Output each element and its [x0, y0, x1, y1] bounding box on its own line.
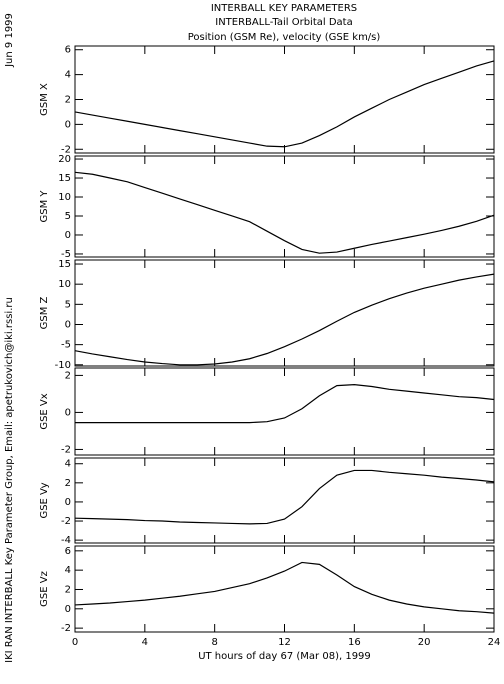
x-tick-label: 4 — [142, 637, 148, 648]
y-tick-label: 10 — [58, 279, 71, 290]
y-tick-label: 4 — [65, 565, 71, 576]
data-line — [75, 384, 495, 424]
y-axis-label: GSM Y — [39, 190, 50, 223]
y-tick-label: 0 — [65, 497, 71, 508]
x-tick-label: 24 — [488, 637, 501, 648]
y-axis-label: GSE Vx — [39, 393, 50, 429]
x-axis-label: UT hours of day 67 (Mar 08), 1999 — [198, 651, 371, 662]
x-tick-label: 16 — [348, 637, 361, 648]
y-tick-label: 5 — [65, 299, 71, 310]
y-tick-label: 0 — [65, 407, 71, 418]
y-tick-label: 10 — [58, 192, 71, 203]
y-tick-label: 5 — [65, 211, 71, 222]
date: Jun 9 1999 — [4, 13, 15, 68]
subtitle: INTERBALL-Tail Orbital Data — [215, 17, 352, 28]
y-tick-label: -5 — [61, 249, 71, 260]
y-tick-label: 2 — [65, 478, 71, 489]
y-tick-label: 2 — [65, 370, 71, 381]
credit: IKI RAN INTERBALL Key Parameter Group, E… — [4, 297, 15, 663]
y-tick-label: 15 — [58, 173, 71, 184]
x-tick-label: 0 — [72, 637, 78, 648]
subtitle: Position (GSM Re), velocity (GSE km/s) — [188, 32, 381, 43]
y-axis-label: GSE Vz — [39, 571, 50, 607]
y-tick-label: -2 — [61, 516, 71, 527]
y-tick-label: -10 — [55, 360, 71, 371]
y-tick-label: 0 — [65, 604, 71, 615]
data-line — [74, 273, 495, 366]
y-axis-label: GSE Vy — [39, 482, 50, 518]
y-tick-label: -4 — [61, 535, 71, 546]
y-tick-label: -5 — [61, 340, 71, 351]
x-tick-label: 8 — [211, 637, 217, 648]
x-tick-label: 20 — [418, 637, 431, 648]
y-tick-label: 4 — [65, 459, 71, 470]
y-tick-label: -2 — [61, 623, 71, 634]
data-line — [74, 561, 495, 614]
y-tick-label: 0 — [65, 119, 71, 130]
y-tick-label: 6 — [65, 45, 71, 56]
y-tick-label: 15 — [58, 259, 71, 270]
y-tick-label: 0 — [65, 319, 71, 330]
data-line — [74, 171, 495, 254]
y-tick-label: -2 — [61, 444, 71, 455]
y-tick-label: -2 — [61, 144, 71, 155]
y-tick-label: 4 — [65, 70, 71, 81]
y-tick-label: 20 — [58, 154, 71, 165]
data-line — [74, 469, 495, 525]
data-line — [74, 60, 495, 148]
y-tick-label: 2 — [65, 584, 71, 595]
y-tick-label: 0 — [65, 230, 71, 241]
y-tick-label: 6 — [65, 546, 71, 557]
y-axis-label: GSM Z — [39, 296, 50, 329]
y-axis-label: GSM X — [39, 83, 50, 116]
x-tick-label: 12 — [278, 637, 291, 648]
y-tick-label: 2 — [65, 95, 71, 106]
title: INTERBALL KEY PARAMETERS — [211, 3, 357, 14]
